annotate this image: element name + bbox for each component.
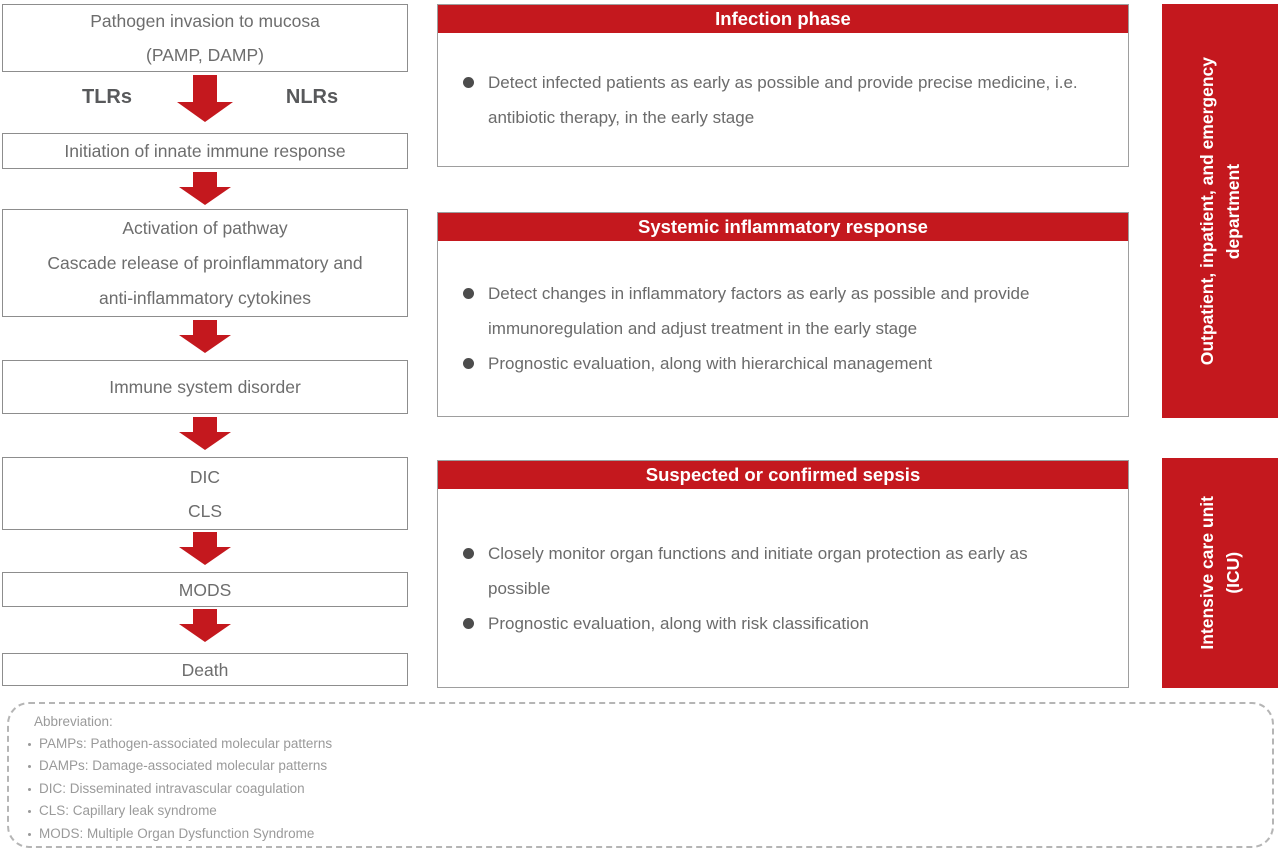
abbreviation-item: MODS: Multiple Organ Dysfunction Syndrom… <box>9 823 1272 845</box>
flow-box-dic-cls: DIC CLS <box>2 457 408 530</box>
abbreviation-text: PAMPs: Pathogen-associated molecular pat… <box>39 736 333 751</box>
bullet-item: Prognostic evaluation, along with hierar… <box>438 346 1088 381</box>
flow-box-line: Pathogen invasion to mucosa <box>90 11 320 31</box>
abbreviation-item: DIC: Disseminated intravascular coagulat… <box>9 778 1272 800</box>
flow-box-line: MODS <box>178 579 232 600</box>
dot-bullet-icon <box>28 832 31 836</box>
bullet-text: Closely monitor organ functions and init… <box>488 543 1028 598</box>
abbreviation-item: DAMPs: Damage-associated molecular patte… <box>9 755 1272 777</box>
bullet-text: Prognostic evaluation, along with risk c… <box>488 613 869 633</box>
flow-box-immune-disorder: Immune system disorder <box>2 360 408 414</box>
sidebar-intensive-care-unit: Intensive care unit (ICU) <box>1162 458 1278 688</box>
bullet-text: Prognostic evaluation, along with hierar… <box>488 354 933 373</box>
dot-bullet-icon <box>28 765 31 769</box>
flow-box-line: anti-inflammatory cytokines <box>98 287 312 308</box>
sidebar-label-line: (ICU) <box>1223 552 1243 594</box>
bullet-item: Prognostic evaluation, along with risk c… <box>438 606 1088 641</box>
bullet-item: Detect infected patients as early as pos… <box>438 65 1088 135</box>
panel-suspected-confirmed-sepsis: Suspected or confirmed sepsis Closely mo… <box>437 460 1129 688</box>
panel-body: Closely monitor organ functions and init… <box>438 489 1128 687</box>
dot-bullet-icon <box>28 743 31 746</box>
sidebar-label-line: Intensive care unit <box>1197 496 1217 650</box>
down-arrow-icon <box>179 532 231 565</box>
dot-bullet-icon <box>28 787 31 791</box>
panel-systemic-inflammatory-response: Systemic inflammatory response Detect ch… <box>437 212 1129 417</box>
bullet-icon <box>463 547 474 559</box>
panel-title: Systemic inflammatory response <box>438 213 1128 241</box>
panel-infection-phase: Infection phase Detect infected patients… <box>437 4 1129 167</box>
sidebar-label: Outpatient, inpatient, and emergency dep… <box>1194 57 1246 365</box>
bullet-icon <box>463 76 474 88</box>
abbreviation-text: CLS: Capillary leak syndrome <box>39 803 217 819</box>
abbreviation-heading: Abbreviation: <box>34 714 113 729</box>
flow-box-line: Immune system disorder <box>109 377 301 397</box>
down-arrow-icon <box>179 609 231 642</box>
flow-box-mods: MODS <box>2 572 408 607</box>
flow-box-line: Initiation of innate immune response <box>64 141 346 161</box>
bullet-text: Detect infected patients as early as pos… <box>488 72 1078 127</box>
bullet-item: Closely monitor organ functions and init… <box>438 536 1088 606</box>
sidebar-label-line: department <box>1223 163 1243 259</box>
bullet-icon <box>463 617 474 629</box>
panel-body: Detect changes in inflammatory factors a… <box>438 241 1128 416</box>
panel-title: Suspected or confirmed sepsis <box>438 461 1128 489</box>
down-arrow-icon <box>179 417 231 450</box>
flow-box-line: DIC <box>189 466 221 487</box>
down-arrow-icon <box>179 172 231 205</box>
sidebar-outpatient-department: Outpatient, inpatient, and emergency dep… <box>1162 4 1278 418</box>
abbreviation-text: MODS: Multiple Organ Dysfunction Syndrom… <box>39 825 315 841</box>
abbreviation-text: DIC: Disseminated intravascular coagulat… <box>39 780 305 796</box>
flow-box-pathway-activation: Activation of pathway Cascade release of… <box>2 209 408 317</box>
bullet-icon <box>463 358 474 369</box>
dot-bullet-icon <box>28 810 31 814</box>
flow-box-line: (PAMP, DAMP) <box>146 45 264 65</box>
flow-box-death: Death <box>2 653 408 686</box>
flow-box-line: CLS <box>187 500 223 521</box>
label-tlrs: TLRs <box>82 86 132 108</box>
flow-box-line: Activation of pathway <box>122 217 288 238</box>
sidebar-label: Intensive care unit (ICU) <box>1194 496 1246 650</box>
flow-box-pathogen-invasion: Pathogen invasion to mucosa (PAMP, DAMP) <box>2 4 408 72</box>
bullet-text: Detect changes in inflammatory factors a… <box>488 284 1030 338</box>
abbreviation-item: PAMPs: Pathogen-associated molecular pat… <box>9 733 1272 755</box>
abbreviation-text: DAMPs: Damage-associated molecular patte… <box>39 758 328 774</box>
bullet-icon <box>463 288 474 299</box>
sidebar-label-line: Outpatient, inpatient, and emergency <box>1197 56 1217 366</box>
abbreviation-legend: Abbreviation: PAMPs: Pathogen-associated… <box>7 702 1274 848</box>
panel-title: Infection phase <box>438 5 1128 33</box>
down-arrow-icon <box>179 320 231 353</box>
label-nlrs: NLRs <box>285 86 339 108</box>
flow-box-line: Death <box>181 659 229 680</box>
flow-box-line: Cascade release of proinflammatory and <box>47 252 363 273</box>
abbreviation-item: CLS: Capillary leak syndrome <box>9 800 1272 822</box>
bullet-item: Detect changes in inflammatory factors a… <box>438 276 1088 346</box>
flow-box-innate-immune-response: Initiation of innate immune response <box>2 133 408 169</box>
down-arrow-icon <box>177 75 233 122</box>
panel-body: Detect infected patients as early as pos… <box>438 33 1128 166</box>
